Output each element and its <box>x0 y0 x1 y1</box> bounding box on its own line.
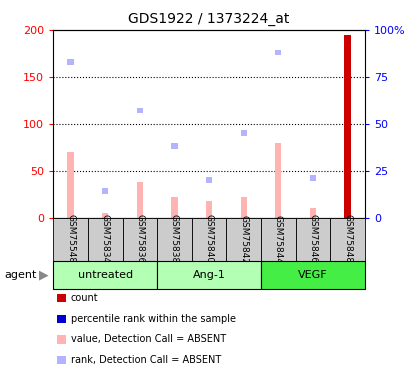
Bar <box>171 197 177 217</box>
Bar <box>274 142 281 218</box>
Text: GSM75836: GSM75836 <box>135 214 144 264</box>
Bar <box>240 197 246 217</box>
Text: GSM75834: GSM75834 <box>101 214 110 264</box>
Text: untreated: untreated <box>77 270 133 280</box>
Text: GSM75838: GSM75838 <box>170 214 179 264</box>
Text: ▶: ▶ <box>39 268 48 281</box>
Bar <box>205 177 212 183</box>
Bar <box>261 217 295 261</box>
Bar <box>309 208 315 218</box>
Bar <box>240 130 246 136</box>
Bar <box>67 59 74 64</box>
Bar <box>122 217 157 261</box>
Text: percentile rank within the sample: percentile rank within the sample <box>70 314 235 324</box>
Bar <box>102 188 108 194</box>
Bar <box>102 213 108 217</box>
Bar <box>157 261 261 289</box>
Text: VEGF: VEGF <box>297 270 327 280</box>
Text: Ang-1: Ang-1 <box>192 270 225 280</box>
Text: GSM75846: GSM75846 <box>308 214 317 264</box>
Bar <box>274 50 281 55</box>
Bar <box>261 261 364 289</box>
Text: GSM75548: GSM75548 <box>66 214 75 264</box>
Bar <box>309 176 315 181</box>
Text: agent: agent <box>4 270 36 280</box>
Text: GSM75848: GSM75848 <box>342 214 351 264</box>
Bar <box>191 217 226 261</box>
Bar <box>137 182 143 218</box>
Bar <box>157 217 191 261</box>
Bar <box>137 108 143 113</box>
Bar <box>67 152 74 217</box>
Bar <box>88 217 122 261</box>
Text: GSM75842: GSM75842 <box>238 214 247 264</box>
Bar <box>330 217 364 261</box>
Bar <box>226 217 261 261</box>
Text: rank, Detection Call = ABSENT: rank, Detection Call = ABSENT <box>70 355 220 365</box>
Text: GSM75844: GSM75844 <box>273 214 282 264</box>
Bar <box>171 144 177 149</box>
Text: value, Detection Call = ABSENT: value, Detection Call = ABSENT <box>70 334 225 344</box>
Text: GSM75840: GSM75840 <box>204 214 213 264</box>
Bar <box>344 35 350 218</box>
Bar <box>53 217 88 261</box>
Bar <box>205 201 212 217</box>
Text: count: count <box>70 293 98 303</box>
Bar <box>295 217 330 261</box>
Bar <box>53 261 157 289</box>
Title: GDS1922 / 1373224_at: GDS1922 / 1373224_at <box>128 12 289 26</box>
